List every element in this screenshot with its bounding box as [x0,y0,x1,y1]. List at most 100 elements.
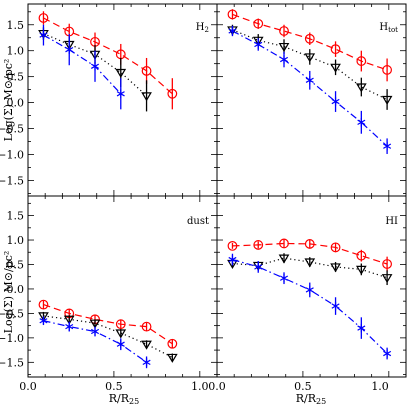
data-point [63,315,75,325]
y-tick-label: −1.5 [0,356,24,369]
y-tick-label: 1.0 [7,234,25,247]
x-axis-title: R/R25 [109,392,139,406]
series-line [43,320,147,363]
series-circle [227,238,393,272]
star-arm [90,328,100,335]
data-point [330,63,341,73]
panels: 1.51.00.50.0−0.5−1.0−1.5H2 Htot1.51.00.50… [0,3,407,393]
star-arm [383,143,392,149]
ticks [216,196,406,377]
data-point [142,358,151,367]
data-point [357,118,366,127]
y-tick-label: 0.0 [7,283,25,296]
series-line [43,315,173,358]
panel-h2: 1.5 1.0 0.5 0.0 −0.5 −1.0 −1.5 H2 [0,3,218,197]
data-point [228,255,237,264]
star-arm [357,325,366,331]
panel-title: dust [187,216,209,227]
data-point [141,92,152,102]
plot-area [38,11,178,112]
data-point [305,75,314,85]
panel-frame [27,3,218,197]
series-star [228,253,392,360]
series-line [43,34,122,95]
y-tick-label: 0.0 [7,97,25,110]
data-point [304,258,316,268]
star-arm [90,63,100,69]
data-point [330,44,341,55]
data-point [279,238,289,249]
star-arm [65,323,74,330]
data-point [115,68,127,78]
data-point [38,299,49,310]
data-point [253,240,264,250]
star-arm [39,32,48,38]
axis-labels: Log(Σ) M⊙/pc² Log(Σ) M⊙/pc² R/R25 R/R25 [2,59,326,406]
data-point [331,301,340,311]
data-point [356,56,367,66]
data-point [227,240,238,251]
data-point [355,83,367,93]
data-point [331,97,340,106]
y-tick-label: 0.5 [7,258,25,271]
data-point [279,55,289,64]
panel-frame [216,3,407,197]
y-tick-label: −1.5 [0,174,24,187]
y-axis-title: Log(Σ) M⊙/pc² [2,59,15,142]
data-point [279,273,289,283]
data-point [279,26,289,36]
data-point [227,9,238,20]
star-arm [254,264,263,270]
series-line [43,304,173,345]
data-point [228,26,237,36]
star-arm [331,98,340,105]
y-axis-title: Log(Σ) M⊙/pc² [2,251,15,334]
star-arm [383,350,392,357]
data-point [278,254,290,264]
series-circle [227,9,393,82]
data-point [141,321,152,332]
data-point [141,340,152,350]
ticks [216,4,406,196]
x-tick-label: 0.5 [294,380,312,393]
series-star [228,25,392,154]
data-point [254,40,263,49]
data-point [65,45,74,54]
y-tick-label: −0.5 [0,307,24,320]
panel-dust: 1.5 1.0 0.5 0.0 −0.5 −1.0 −1.5 0.0 0.5 1.0 dust [0,195,218,393]
panel-htot: Htot [216,3,407,197]
star-arm [279,275,289,281]
data-point [383,141,392,151]
data-point [330,263,341,273]
data-point [65,322,74,331]
data-point [38,312,49,322]
data-point [253,18,264,29]
data-point [141,66,152,76]
star-arm [279,56,289,63]
data-point [167,88,178,99]
data-point [90,327,100,336]
y-tick-label: 1.0 [7,45,25,58]
data-point [304,239,315,249]
x-tick-label: 0.0 [208,380,226,393]
star-arm [65,46,74,53]
series-line [232,259,388,354]
data-point [304,33,315,44]
plot-area [227,9,393,154]
series-star [39,316,151,369]
panel-title: HI [385,216,398,227]
star-arm [254,41,263,48]
y-tick-label: 0.5 [7,71,25,84]
data-point [115,329,127,339]
x-tick-label: 1.0 [371,380,389,393]
x-tick-label: 0.0 [19,380,37,393]
star-arm [331,303,340,309]
data-point [382,65,393,75]
panel-frame [216,195,407,378]
x-tick-label: 1.0 [191,380,209,393]
data-point [330,242,341,253]
plot-area [38,299,178,369]
star-arm [228,256,237,263]
series-triangle-down [38,311,178,363]
